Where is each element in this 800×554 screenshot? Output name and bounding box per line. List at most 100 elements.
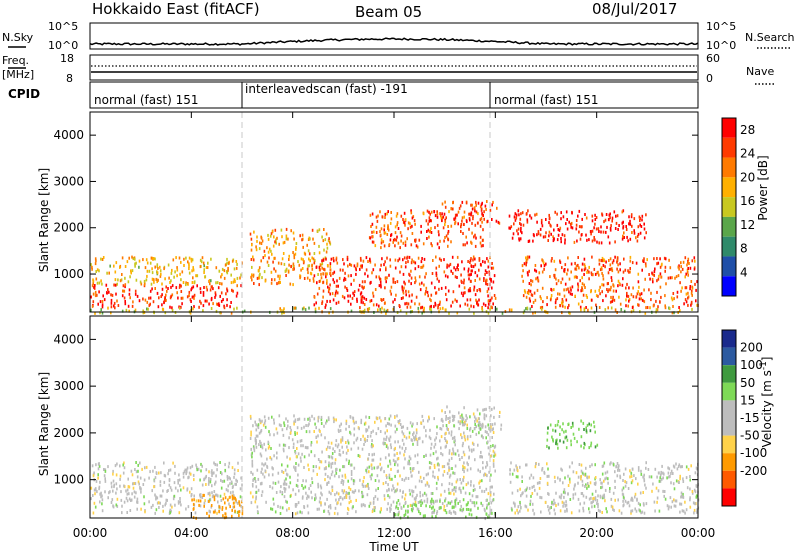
heatmap-cell — [415, 295, 418, 299]
heatmap-cell — [581, 282, 584, 286]
heatmap-cell — [644, 311, 647, 315]
heatmap-cell — [115, 473, 118, 477]
heatmap-cell — [614, 498, 616, 502]
heatmap-cell — [551, 257, 553, 260]
heatmap-cell — [493, 294, 496, 297]
heatmap-cell — [390, 211, 392, 214]
heatmap-cell — [482, 466, 484, 470]
heatmap-cell — [575, 227, 578, 231]
heatmap-cell — [568, 277, 571, 281]
heatmap-cell — [534, 488, 536, 492]
heatmap-cell — [537, 278, 539, 282]
heatmap-cell — [186, 466, 189, 470]
heatmap-cell — [466, 416, 468, 420]
heatmap-cell — [528, 486, 531, 490]
heatmap-cell — [444, 499, 446, 503]
heatmap-cell — [311, 496, 313, 500]
heatmap-cell — [450, 456, 453, 460]
heatmap-cell — [474, 257, 476, 261]
heatmap-cell — [286, 500, 288, 504]
heatmap-cell — [408, 435, 411, 439]
heatmap-cell — [588, 507, 590, 511]
heatmap-cell — [485, 487, 488, 491]
heatmap-cell — [463, 278, 465, 282]
heatmap-cell — [645, 466, 647, 470]
heatmap-cell — [614, 240, 616, 244]
heatmap-cell — [369, 281, 371, 285]
heatmap-cell — [342, 491, 345, 495]
heatmap-cell — [407, 510, 409, 514]
heatmap-cell — [630, 509, 632, 513]
heatmap-cell — [568, 311, 570, 315]
heatmap-cell — [659, 300, 661, 304]
heatmap-cell — [187, 260, 189, 264]
heatmap-cell — [461, 216, 464, 220]
heatmap-cell — [140, 490, 142, 494]
heatmap-cell — [414, 276, 417, 280]
heatmap-cell — [483, 490, 486, 493]
heatmap-cell — [309, 484, 312, 487]
heatmap-cell — [362, 434, 364, 438]
heatmap-cell — [232, 289, 234, 293]
heatmap-cell — [402, 425, 404, 429]
heatmap-cell — [311, 267, 314, 271]
heatmap-cell — [169, 486, 172, 490]
heatmap-cell — [582, 421, 585, 425]
heatmap-cell — [601, 496, 604, 500]
heatmap-cell — [271, 278, 273, 282]
heatmap-cell — [234, 280, 236, 283]
heatmap-cell — [570, 288, 572, 292]
heatmap-cell — [462, 294, 464, 298]
heatmap-cell — [420, 504, 422, 507]
heatmap-cell — [544, 500, 547, 504]
heatmap-cell — [604, 499, 606, 503]
heatmap-cell — [472, 305, 475, 309]
heatmap-cell — [525, 505, 528, 509]
heatmap-cell — [462, 498, 465, 502]
heatmap-cell — [195, 463, 197, 467]
heatmap-cell — [268, 430, 270, 434]
heatmap-cell — [435, 487, 438, 491]
heatmap-cell — [324, 460, 327, 464]
heatmap-cell — [488, 515, 491, 519]
heatmap-cell — [132, 257, 135, 261]
heatmap-cell — [219, 471, 222, 474]
heatmap-cell — [275, 241, 277, 245]
heatmap-cell — [167, 472, 169, 476]
heatmap-cell — [272, 260, 274, 264]
heatmap-cell — [412, 490, 415, 494]
heatmap-cell — [264, 279, 267, 283]
heatmap-cell — [362, 301, 364, 305]
heatmap-cell — [456, 213, 458, 217]
heatmap-cell — [630, 511, 632, 515]
heatmap-cell — [299, 274, 301, 278]
heatmap-cell — [673, 311, 675, 315]
heatmap-cell — [334, 291, 337, 295]
heatmap-cell — [294, 431, 296, 435]
heatmap-cell — [486, 290, 489, 294]
heatmap-cell — [536, 276, 539, 280]
heatmap-cell — [115, 491, 117, 495]
heatmap-cell — [337, 501, 339, 505]
heatmap-cell — [347, 274, 350, 278]
heatmap-cell — [397, 259, 399, 263]
heatmap-cell — [376, 219, 379, 223]
heatmap-cell — [188, 294, 190, 298]
heatmap-cell — [618, 281, 621, 285]
heatmap-cell — [684, 511, 686, 515]
heatmap-cell — [460, 504, 462, 508]
heatmap-cell — [426, 230, 428, 233]
heatmap-cell — [303, 466, 305, 469]
heatmap-cell — [129, 509, 132, 512]
heatmap-cell — [411, 258, 413, 262]
heatmap-cell — [679, 281, 681, 285]
heatmap-cell — [482, 408, 484, 412]
heatmap-cell — [586, 486, 588, 490]
heatmap-cell — [360, 299, 363, 303]
heatmap-cell — [478, 421, 480, 425]
heatmap-cell — [243, 309, 246, 313]
heatmap-cell — [428, 219, 431, 223]
heatmap-cell — [138, 482, 140, 486]
heatmap-cell — [226, 298, 228, 302]
heatmap-cell — [485, 436, 487, 440]
